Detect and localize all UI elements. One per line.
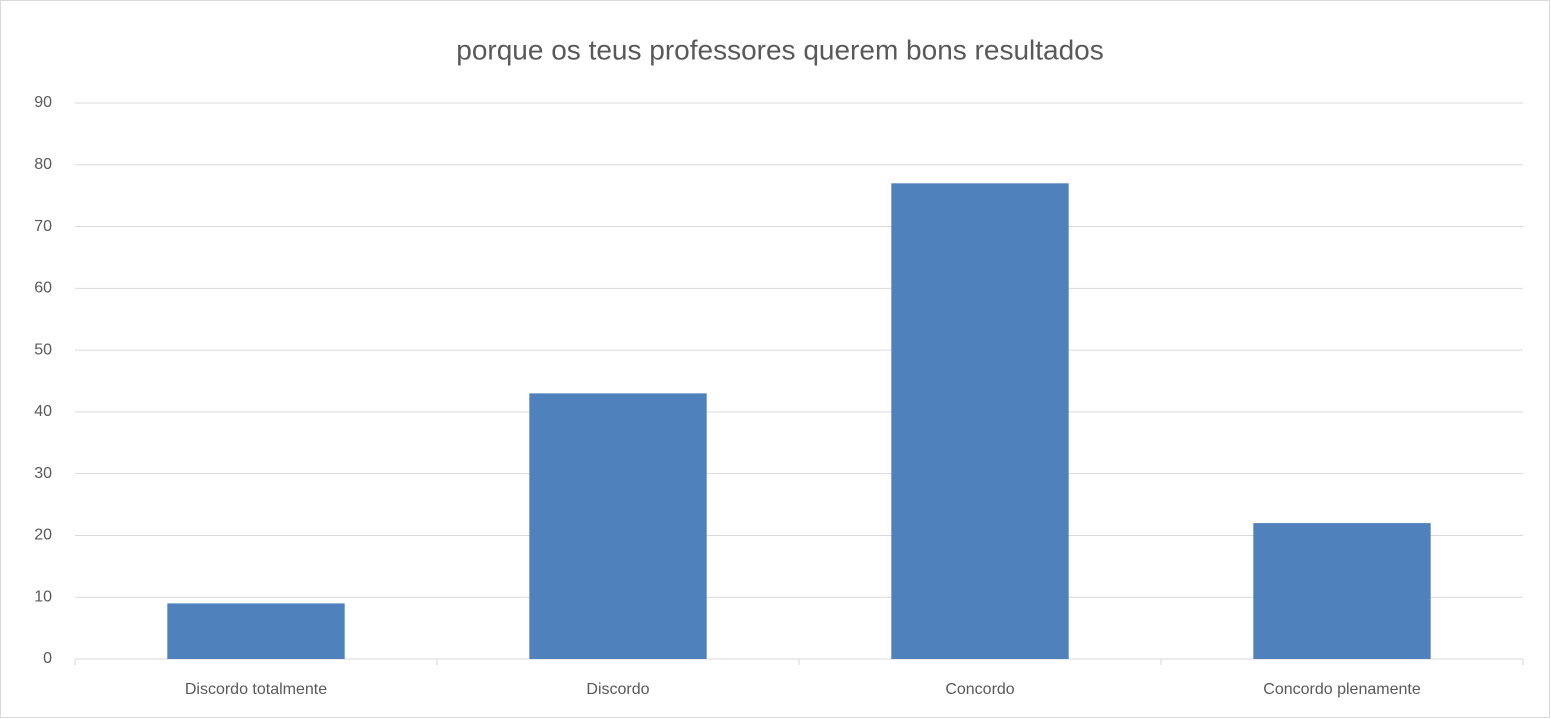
y-tick-label: 10 bbox=[34, 588, 52, 605]
x-tick-label: Discordo bbox=[586, 681, 649, 698]
x-tick-label: Concordo bbox=[945, 681, 1014, 698]
y-tick-label: 0 bbox=[43, 650, 52, 667]
y-tick-label: 70 bbox=[34, 218, 52, 235]
y-tick-label: 90 bbox=[34, 94, 52, 111]
x-tick-label: Concordo plenamente bbox=[1263, 681, 1421, 698]
bar bbox=[1253, 523, 1431, 659]
y-tick-label: 50 bbox=[34, 341, 52, 358]
x-tick-label: Discordo totalmente bbox=[185, 681, 327, 698]
bar bbox=[167, 603, 345, 659]
y-tick-label: 60 bbox=[34, 280, 52, 297]
y-tick-label: 40 bbox=[34, 403, 52, 420]
bar bbox=[529, 393, 707, 659]
y-tick-label: 30 bbox=[34, 465, 52, 482]
bar bbox=[891, 183, 1069, 660]
y-tick-label: 20 bbox=[34, 527, 52, 544]
chart-title: porque os teus professores querem bons r… bbox=[456, 34, 1104, 65]
y-tick-label: 80 bbox=[34, 156, 52, 173]
